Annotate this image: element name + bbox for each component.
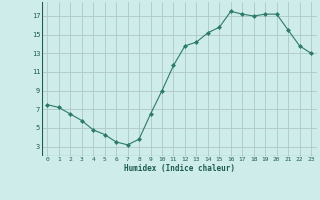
X-axis label: Humidex (Indice chaleur): Humidex (Indice chaleur) [124, 164, 235, 173]
